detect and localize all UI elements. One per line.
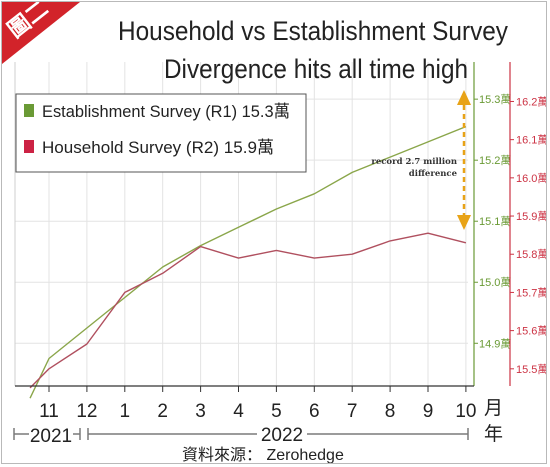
x-axis-tick-label-1: 1	[120, 401, 131, 422]
right-axis-tick-label: 15.5萬	[516, 363, 547, 376]
year-label-2022: 2022	[261, 425, 303, 446]
legend-label-establishment: Establishment Survey (R1) 15.3萬	[42, 102, 290, 121]
right-axis-tick-label: 15.6萬	[516, 325, 547, 338]
series-group	[29, 125, 467, 399]
x-axis-tick-label-10: 10	[455, 401, 476, 422]
left-axis: 14.9萬 15.0萬 15.1萬 15.2萬 15.3萬	[473, 62, 511, 386]
left-axis-tick-label: 15.2萬	[479, 154, 511, 167]
x-axis-tick-label-4: 4	[233, 401, 244, 422]
x-axis-tick-label-3: 3	[195, 401, 206, 422]
x-axis-tick-label-5: 5	[271, 401, 282, 422]
chart-title: Household vs Establishment Survey	[118, 16, 508, 46]
left-axis-tick-label: 14.9萬	[479, 337, 511, 350]
year-unit-label: 年	[484, 423, 503, 445]
year-label-2021-bg	[29, 425, 73, 445]
right-axis-tick-label: 16.0萬	[516, 172, 547, 185]
right-axis-tick-label: 15.8萬	[516, 248, 547, 261]
legend-swatch-household	[24, 140, 34, 153]
x-axis-tick-label-9: 9	[423, 401, 434, 422]
x-axis: 11 12 1 2 3 4 5 6 7 8 9 10	[15, 385, 476, 422]
series-line-establishment	[29, 125, 467, 399]
difference-annotation: record 2.7 million difference	[371, 90, 471, 230]
year-label-2021: 2021	[30, 426, 72, 447]
x-axis-tick-label-6: 6	[309, 401, 320, 422]
badge: 圖二	[2, 2, 80, 64]
year-label-2022-bg	[257, 423, 307, 445]
right-axis-tick-label: 15.9萬	[516, 210, 547, 223]
left-axis-tick-label: 15.0萬	[479, 276, 511, 289]
legend-label-household: Household Survey (R2) 15.9萬	[42, 138, 274, 157]
difference-arrow-head-bottom	[457, 215, 471, 230]
x-axis-tick-label-8: 8	[385, 401, 396, 422]
legend-box	[15, 93, 307, 173]
source-text: 資料來源： Zerohedge	[182, 446, 344, 464]
left-axis-tick-label: 15.3萬	[479, 93, 511, 106]
right-axis-tick-label: 15.7萬	[516, 286, 547, 299]
series-line-household	[29, 232, 467, 389]
month-unit-label: 月	[484, 398, 503, 419]
right-axis-tick-label: 16.2萬	[516, 95, 547, 108]
x-axis-tick-label-7: 7	[347, 401, 358, 422]
difference-arrow-head-top	[457, 90, 471, 105]
right-axis: 15.5萬 15.6萬 15.7萬 15.8萬 15.9萬 16.0萬 16.1萬 16.2萬	[509, 62, 547, 386]
chart-subtitle: Divergence hits all time high	[164, 54, 468, 84]
annotation-line-2: difference	[409, 169, 458, 179]
year-band: 2021 2022	[13, 423, 469, 447]
left-axis-tick-label: 15.1萬	[479, 215, 511, 228]
badge-shape	[2, 2, 80, 64]
x-axis-tick-label-12: 12	[76, 401, 97, 422]
right-axis-tick-label: 16.1萬	[516, 134, 547, 147]
legend-swatch-establishment	[24, 104, 34, 117]
x-axis-tick-label-11: 11	[39, 401, 59, 422]
x-axis-tick-label-2: 2	[157, 401, 168, 422]
legend: Establishment Survey (R1) 15.3萬 Househol…	[15, 93, 307, 173]
annotation-line-1: record 2.7 million	[371, 157, 457, 167]
